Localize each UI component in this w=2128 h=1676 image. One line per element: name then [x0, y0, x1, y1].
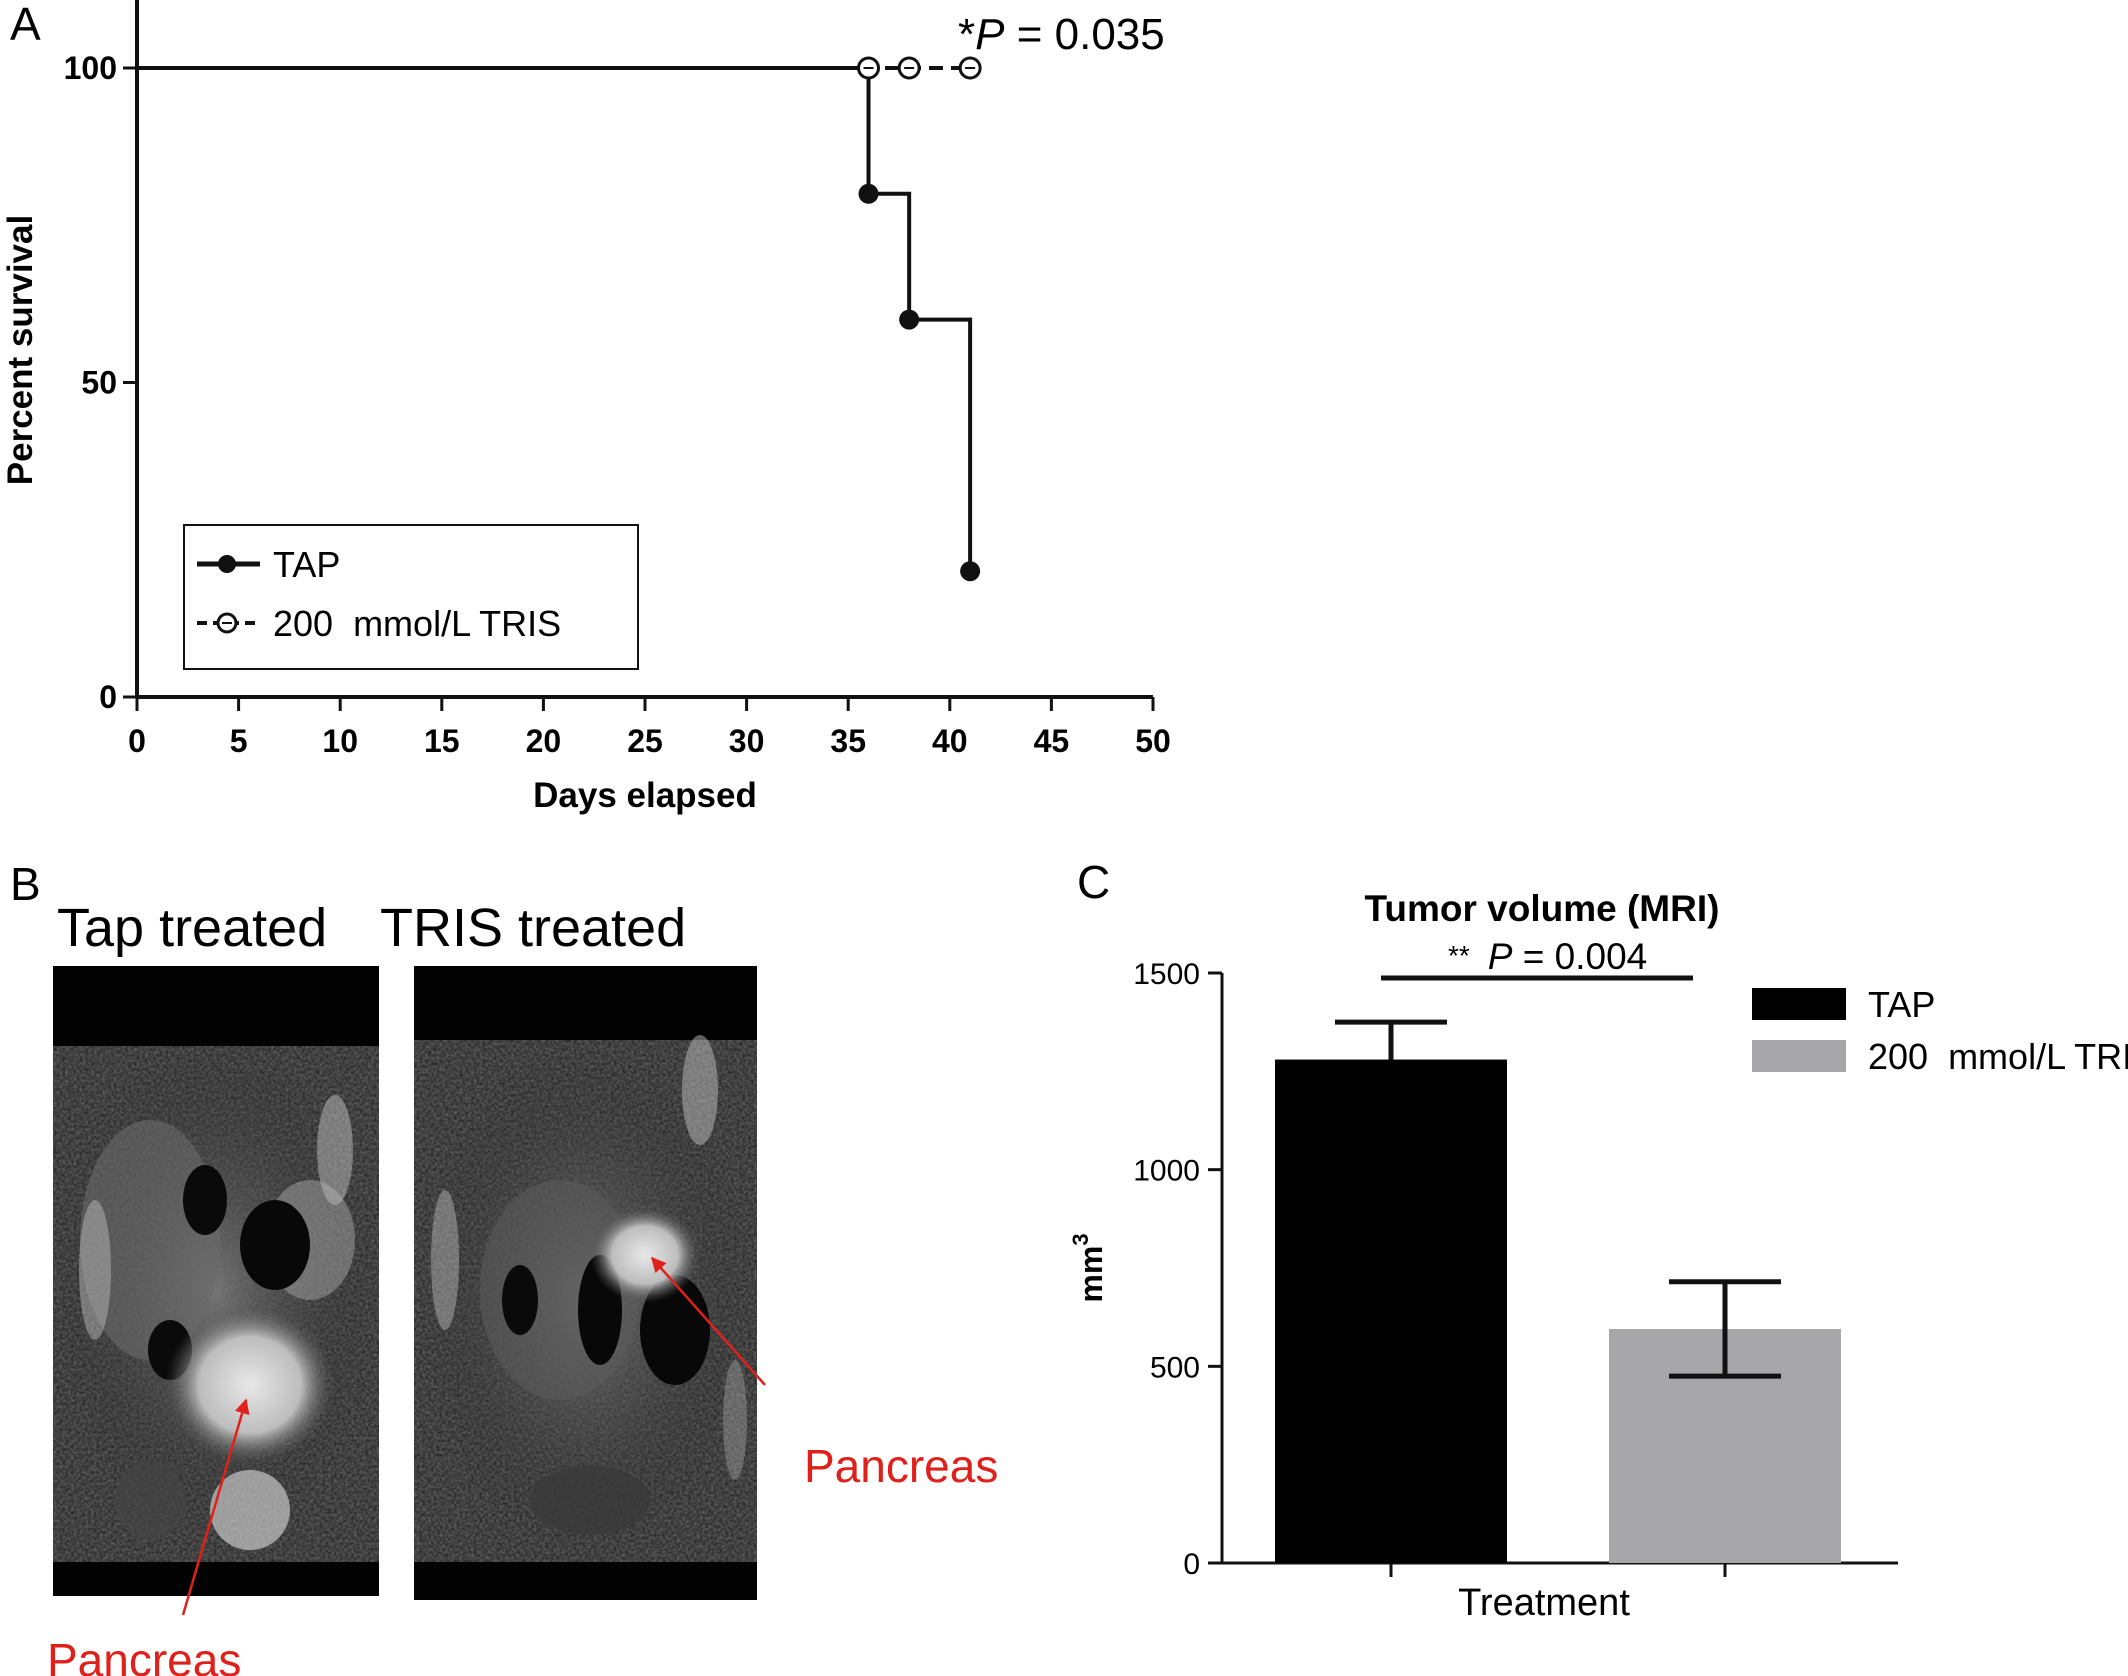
- tumor-bar-tap: [1275, 1059, 1507, 1563]
- survival-p-value: = 0.035: [1004, 10, 1164, 59]
- survival-x-tick-label: 45: [1034, 723, 1070, 759]
- survival-line-tap: [137, 66, 973, 572]
- survival-x-tick-label: 5: [230, 723, 248, 759]
- tris-treated-title: TRIS treated: [380, 898, 686, 958]
- left-pancreas-arrow: [181, 1398, 250, 1616]
- tumor-y-tick-label: 1000: [1133, 1155, 1200, 1188]
- tumor-ticks: 0 500 1000 1500: [1133, 958, 1222, 1581]
- survival-x-tick-label: 25: [627, 723, 663, 759]
- tumor-chart-title: Tumor volume (MRI): [1365, 888, 1720, 929]
- panel-a-letter: A: [10, 0, 41, 50]
- tumor-p-stars: **: [1448, 940, 1470, 971]
- tumor-y-axis-base: mm: [1073, 1246, 1109, 1303]
- left-pancreas-label: Pancreas: [47, 1634, 241, 1676]
- tumor-legend-tris-label: 200 mmol/L TRIS: [1868, 1036, 2128, 1077]
- survival-ticks: 0 5 10 15 20 25 30 35 40 45 50 0 50 100: [64, 50, 1171, 759]
- survival-markers: [857, 56, 982, 582]
- survival-p-italic: P: [975, 10, 1005, 59]
- survival-x-tick-label: 40: [932, 723, 968, 759]
- tumor-x-axis-title: Treatment: [1458, 1582, 1630, 1624]
- right-pancreas-label: Pancreas: [804, 1440, 998, 1492]
- survival-x-tick-label: 50: [1135, 723, 1171, 759]
- survival-y-axis-title: Percent survival: [1, 215, 40, 485]
- survival-y-tick-label: 0: [99, 679, 117, 715]
- panel-c: C Tumor volume (MRI) ** P = 0.004 0 500 100…: [1068, 856, 2128, 1624]
- tumor-y-tick-label: 0: [1183, 1548, 1200, 1581]
- survival-legend-box: [183, 524, 639, 670]
- survival-x-tick-label: 15: [424, 723, 460, 759]
- survival-p-annotation: *P = 0.035: [958, 10, 1165, 59]
- survival-y-tick-label: 100: [64, 50, 117, 86]
- survival-y-tick-label: 50: [81, 365, 117, 401]
- survival-p-star: *: [958, 10, 975, 59]
- survival-series: [137, 66, 973, 572]
- survival-x-tick-label: 10: [322, 723, 358, 759]
- survival-plot-area: 0 5 10 15 20 25 30 35 40 45 50 0 50 100: [64, 0, 1171, 759]
- tumor-y-axis-sup: 3: [1068, 1233, 1093, 1245]
- survival-x-axis-title: Days elapsed: [533, 776, 757, 815]
- tumor-p-italic: P: [1488, 936, 1513, 977]
- panel-b-letter: B: [10, 858, 41, 910]
- survival-point-tap: [899, 309, 920, 330]
- legend-tap-marker: [218, 555, 236, 573]
- survival-x-tick-label: 0: [128, 723, 146, 759]
- tumor-y-tick-label: 1500: [1133, 958, 1200, 991]
- tumor-legend-tris-swatch: [1752, 1040, 1846, 1072]
- survival-x-tick-label: 20: [526, 723, 562, 759]
- survival-point-tap: [960, 561, 981, 582]
- right-pancreas-arrow: [651, 1256, 766, 1386]
- tumor-legend-tap-swatch: [1752, 988, 1846, 1020]
- panel-c-letter: C: [1077, 856, 1110, 908]
- tumor-p-annotation: ** P = 0.004: [1448, 936, 1647, 977]
- tris-treated-mri-image: [414, 966, 757, 1600]
- tumor-p-value: = 0.004: [1512, 936, 1647, 977]
- legend-tris-label: 200 mmol/L TRIS: [273, 603, 561, 644]
- survival-x-tick-label: 35: [830, 723, 866, 759]
- tap-treated-title: Tap treated: [57, 898, 327, 958]
- tumor-legend-tap-label: TAP: [1868, 984, 1935, 1025]
- tumor-legend: TAP 200 mmol/L TRIS: [1752, 984, 2128, 1077]
- tumor-y-axis-title: mm3: [1068, 1233, 1109, 1302]
- panel-b: B Tap treated TRIS treated: [10, 858, 998, 1676]
- survival-x-tick-label: 30: [729, 723, 765, 759]
- tumor-bars: [1275, 1019, 1841, 1563]
- survival-point-tap: [858, 183, 879, 204]
- survival-legend: TAP 200 mmol/L TRIS: [183, 524, 639, 670]
- tap-treated-mri-image: [53, 966, 379, 1596]
- tumor-y-tick-label: 500: [1150, 1351, 1200, 1384]
- legend-tap-label: TAP: [273, 544, 340, 585]
- panel-a: A 0 5 10 15 20 25 30 35 40 45 50 0 50 100 Days elapse…: [1, 0, 1171, 815]
